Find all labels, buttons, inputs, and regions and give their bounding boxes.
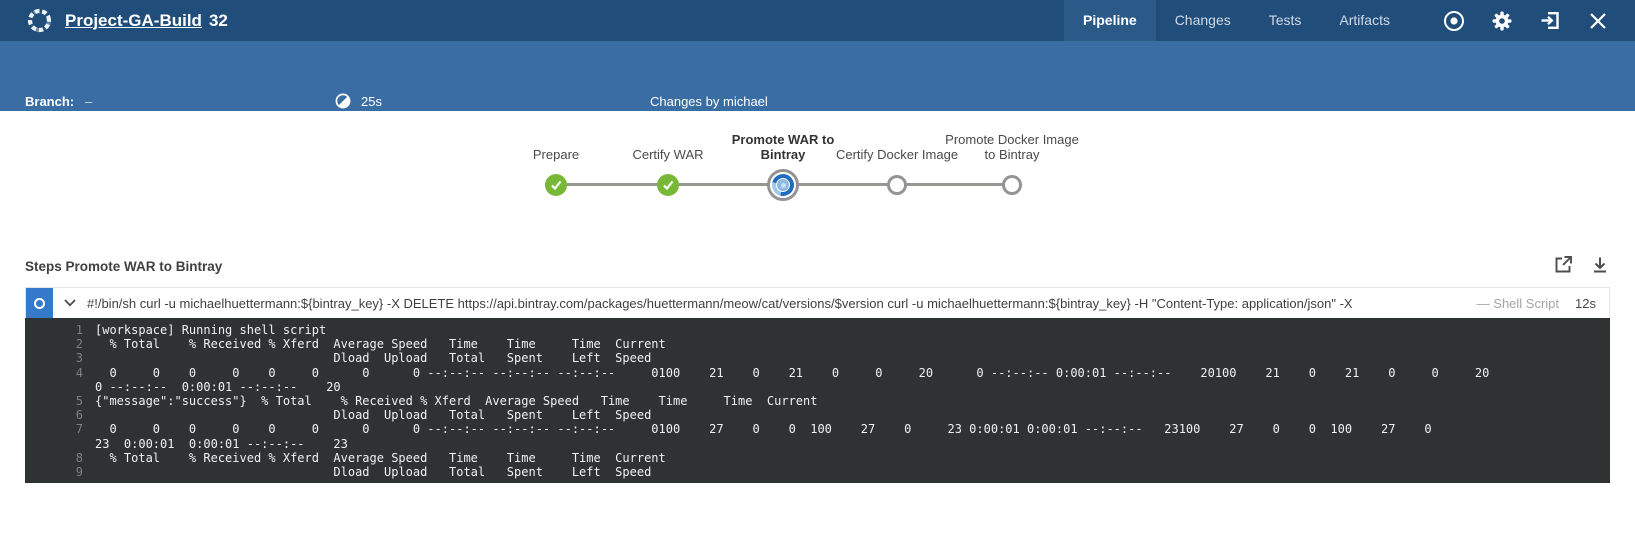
- tab-pipeline[interactable]: Pipeline: [1064, 0, 1156, 41]
- step-running-spinner-icon: [34, 297, 45, 309]
- log-line: 9 Dload Upload Total Spent Left Speed: [25, 465, 1610, 479]
- step-type-label: — Shell Script: [1476, 295, 1560, 311]
- stage-node-success[interactable]: [657, 174, 679, 196]
- line-number[interactable]: 4: [75, 365, 83, 380]
- settings-icon[interactable]: [1491, 10, 1513, 32]
- blueocean-logo-icon[interactable]: [26, 7, 53, 34]
- line-text: {"message":"success"} % Total % Received…: [95, 394, 818, 409]
- step-command-text: #!/bin/sh curl -u michaelhuettermann:${b…: [87, 295, 1353, 311]
- line-number[interactable]: 3: [75, 351, 83, 366]
- steps-section-title: Steps Promote WAR to Bintray: [25, 259, 223, 274]
- line-text: [workspace] Running shell script: [95, 323, 327, 337]
- log-line-continuation: 23 0:00:01 0:00:01 --:--:-- 23: [25, 437, 1610, 451]
- line-text: Dload Upload Total Spent Left Speed: [95, 408, 652, 423]
- run-number: 32: [208, 10, 228, 30]
- stage-label[interactable]: Prepare: [532, 147, 580, 162]
- line-number[interactable]: 8: [75, 450, 83, 465]
- tab-changes[interactable]: Changes: [1174, 12, 1231, 28]
- line-number[interactable]: 6: [75, 408, 83, 423]
- steps-actions: [1554, 255, 1609, 274]
- tab-artifacts[interactable]: Artifacts: [1339, 12, 1390, 28]
- log-line: 3 Dload Upload Total Spent Left Speed: [25, 351, 1610, 365]
- stage-node-pending[interactable]: [1002, 175, 1022, 195]
- project-link[interactable]: Project-GA-Build: [65, 10, 202, 30]
- top-header: Project-GA-Build 32 Pipeline Changes Test…: [0, 0, 1635, 41]
- step-row-shell-script[interactable]: #!/bin/sh curl -u michaelhuettermann:${b…: [25, 287, 1610, 318]
- open-external-icon[interactable]: [1554, 255, 1573, 274]
- line-text: Dload Upload Total Spent Left Speed: [95, 465, 652, 480]
- download-icon[interactable]: [1590, 255, 1609, 274]
- pipeline-stage-certify-docker-image: Certify Docker Image: [829, 115, 965, 203]
- chevron-down-icon[interactable]: [53, 288, 87, 318]
- line-number[interactable]: 5: [75, 394, 83, 409]
- branch-label: Branch:: [25, 93, 75, 109]
- line-text: 0 --:--:-- 0:00:01 --:--:-- 20: [95, 379, 341, 394]
- duration-value: 25s: [361, 93, 382, 109]
- stage-label[interactable]: Certify WAR: [632, 147, 704, 162]
- log-line: 4 0 0 0 0 0 0 0 0 --:--:-- --:--:-- --:-…: [25, 366, 1610, 380]
- log-line: 2 % Total % Received % Xferd Average Spe…: [25, 337, 1610, 351]
- tab-tests[interactable]: Tests: [1268, 12, 1302, 28]
- line-text: 23 0:00:01 0:00:01 --:--:-- 23: [95, 436, 348, 451]
- step-status-gutter: [26, 288, 53, 318]
- header-actions: [1443, 10, 1609, 32]
- console-log: 1 [workspace] Running shell script 2 % T…: [25, 318, 1610, 483]
- pipeline-graph: Prepare Certify WAR Promote WAR to Bintr…: [0, 111, 1635, 241]
- header-tabs: Pipeline Changes Tests Artifacts: [1064, 0, 1409, 41]
- run-info-bar: Branch: – Commit: – 25s -: [0, 41, 1635, 135]
- spinner-icon: [767, 169, 799, 201]
- stage-node-success[interactable]: [545, 174, 567, 196]
- logout-icon[interactable]: [1539, 10, 1561, 32]
- line-number: [25, 437, 83, 451]
- pipeline-stage-certify-war: Certify WAR: [600, 115, 736, 203]
- log-line-continuation: 0 --:--:-- 0:00:01 --:--:-- 20: [25, 380, 1610, 394]
- stage-node-running[interactable]: [767, 169, 799, 201]
- pipeline-stage-prepare: Prepare: [488, 115, 624, 203]
- page-title: Project-GA-Build 32: [65, 11, 228, 31]
- log-line: 7 0 0 0 0 0 0 0 0 --:--:-- --:--:-- --:-…: [25, 422, 1610, 436]
- pipeline-stage-promote-docker-image: Promote Docker Image to Bintray: [944, 115, 1080, 203]
- stage-node-pending[interactable]: [887, 175, 907, 195]
- changes-text: Changes by michael: [650, 93, 768, 109]
- stage-label[interactable]: Promote Docker Image to Bintray: [945, 132, 1079, 162]
- stage-label[interactable]: Promote WAR to Bintray: [731, 132, 835, 162]
- duration-icon: [335, 93, 351, 109]
- stage-label[interactable]: Certify Docker Image: [835, 147, 959, 162]
- close-icon[interactable]: [1587, 10, 1609, 32]
- log-line: 6 Dload Upload Total Spent Left Speed: [25, 408, 1610, 422]
- line-text: % Total % Received % Xferd Average Speed…: [95, 450, 666, 465]
- line-text: 0 0 0 0 0 0 0 0 --:--:-- --:--:-- --:--:…: [95, 365, 1490, 380]
- line-number[interactable]: 1: [75, 323, 83, 337]
- line-text: Dload Upload Total Spent Left Speed: [95, 351, 652, 366]
- pipeline-stage-promote-war-to-bintray: Promote WAR to Bintray: [715, 115, 851, 203]
- line-number[interactable]: 2: [75, 337, 83, 352]
- stop-icon[interactable]: [1443, 10, 1465, 32]
- log-line: 5 {"message":"success"} % Total % Receiv…: [25, 394, 1610, 408]
- line-text: 0 0 0 0 0 0 0 0 --:--:-- --:--:-- --:--:…: [95, 422, 1432, 437]
- branch-value: –: [85, 93, 93, 109]
- brand: Project-GA-Build 32: [0, 7, 228, 34]
- line-number: [25, 380, 83, 394]
- step-meta: — Shell Script 12s: [1459, 296, 1609, 311]
- line-number[interactable]: 7: [75, 422, 83, 437]
- log-line: 1 [workspace] Running shell script: [25, 323, 1610, 337]
- log-line: 8 % Total % Received % Xferd Average Spe…: [25, 451, 1610, 465]
- step-duration: 12s: [1575, 295, 1596, 311]
- line-number[interactable]: 9: [75, 465, 83, 480]
- line-text: % Total % Received % Xferd Average Speed…: [95, 337, 666, 352]
